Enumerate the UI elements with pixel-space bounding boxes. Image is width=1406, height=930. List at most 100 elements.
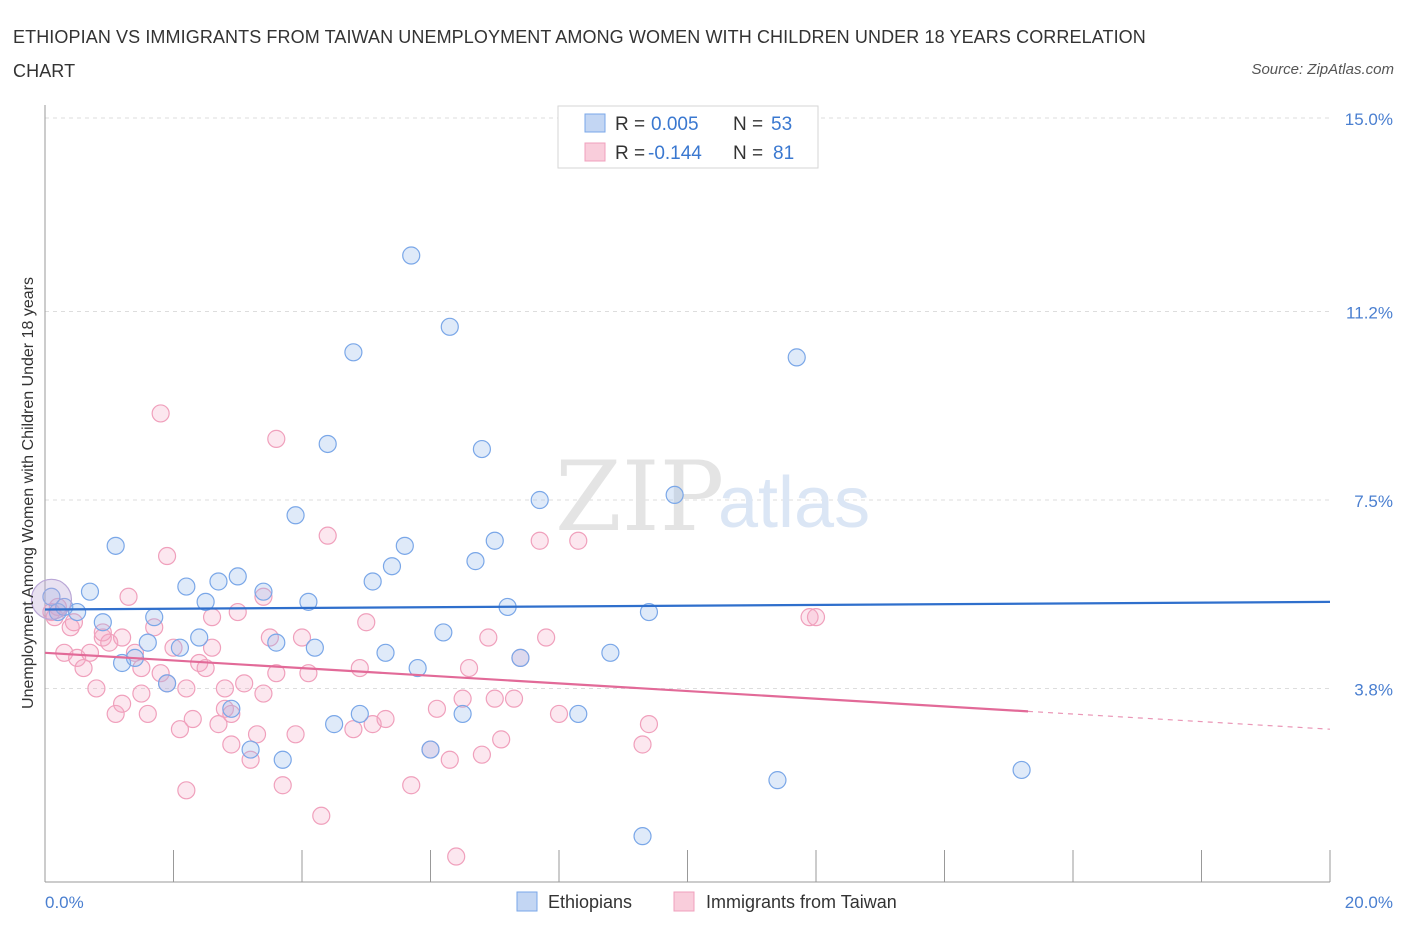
ethiopian-point [222,699,241,718]
watermark: ZIP atlas [555,441,870,553]
taiwan-point [472,745,491,764]
source-label: Source: ZipAtlas.com [1251,61,1394,78]
ethiopian-point [93,613,112,632]
taiwan-point [427,699,447,718]
taiwan-point [350,658,369,678]
ethiopian-point [305,638,324,657]
bottom-legend-swatch-ethiopians [516,891,538,912]
taiwan-point [202,608,222,627]
ethiopian-point [1012,760,1031,780]
taiwan-point [183,709,202,729]
taiwan-point [530,531,549,550]
ethiopian-point [633,827,652,846]
taiwan-point [241,750,260,769]
ethiopian-point [511,648,530,667]
tick-labels: 3.8% 7.5% 11.2% 15.0% 0.0% 20.0% [45,110,1393,912]
ethiopian-point [485,531,504,550]
ethiopian-points [30,246,1031,846]
taiwan-point [549,704,569,724]
taiwan-trend-line [44,651,1029,713]
ethiopian-point [350,704,369,724]
taiwan-point [440,750,459,769]
ethiopian-point [569,704,588,724]
ethiopian-point [402,246,421,265]
taiwan-point [344,720,363,739]
series-legend: Ethiopians Immigrants from Taiwan [516,891,897,912]
ethiopian-point [376,643,395,662]
taiwan-point [492,730,511,749]
ethiopian-point [267,633,286,652]
taiwan-point [235,674,254,693]
taiwan-point [267,664,286,683]
ethiopian-point [177,577,196,596]
taiwan-point [286,725,305,744]
taiwan-point [177,679,196,698]
legend-r-label-2: R = [615,143,645,164]
ethiopian-point [299,592,318,611]
ethiopian-point [318,434,337,454]
taiwan-point [170,720,190,739]
taiwan-point [228,602,247,622]
taiwan-point [119,587,138,606]
ethiopian-point [138,633,157,652]
ethiopian-point [440,317,459,336]
ethiopian-point [170,638,190,657]
legend-n-value-1: 53 [771,114,792,135]
taiwan-point [80,643,100,662]
taiwan-trend-extension [1027,710,1331,730]
ethiopian-point [408,658,427,678]
taiwan-point [453,689,472,708]
ethiopian-point [639,602,659,622]
taiwan-point [459,658,479,678]
taiwan-point [633,735,652,754]
taiwan-point [639,715,659,734]
ethiopian-point [286,506,305,525]
ethiopian-point [325,715,344,734]
x-tick-label-1: 20.0% [1345,893,1393,912]
ethiopian-point [196,592,215,611]
ethiopians-trend-line [44,600,1331,611]
taiwan-point [292,628,312,647]
taiwan-point [800,608,819,627]
axes [44,105,1331,883]
taiwan-point [93,623,112,642]
ethiopian-point [209,572,228,591]
taiwan-point [138,704,157,724]
ethiopian-point [768,771,787,790]
legend-n-label-2: N = [733,143,763,164]
taiwan-point [254,587,273,606]
taiwan-point [318,526,337,545]
ethiopian-point [787,348,806,367]
ethiopian-point [145,608,164,627]
ethiopian-point [273,750,292,769]
ethiopian-point [665,485,684,505]
ethiopian-point [601,643,620,662]
ethiopian-point [421,740,440,759]
taiwan-point [48,597,67,617]
ethiopian-point [190,628,209,647]
y-axis-label: Unemployment Among Women with Children U… [20,277,37,709]
ethiopian-point [68,602,87,622]
ethiopian-point [472,439,491,459]
legend-n-value-2: 81 [773,143,794,164]
ethiopian-point [530,490,549,510]
legend-r-label-1: R = [615,114,645,135]
y-tick-label-3: 15.0% [1345,110,1393,129]
ethiopian-point [106,536,125,555]
taiwan-point [806,608,826,627]
taiwan-point [64,613,84,632]
ethiopian-point [80,582,100,601]
taiwan-point [267,429,286,448]
x-tick-label-0: 0.0% [45,893,84,912]
taiwan-point [145,618,164,637]
taiwan-point [254,684,273,703]
taiwan-point [402,776,421,795]
taiwan-point [209,715,228,734]
taiwan-point [376,709,395,729]
trend-lines [44,600,1331,730]
bottom-legend-ethiopians: Ethiopians [548,892,632,912]
taiwan-point [479,628,498,647]
taiwan-point [106,704,125,724]
ethiopian-point [42,587,61,606]
